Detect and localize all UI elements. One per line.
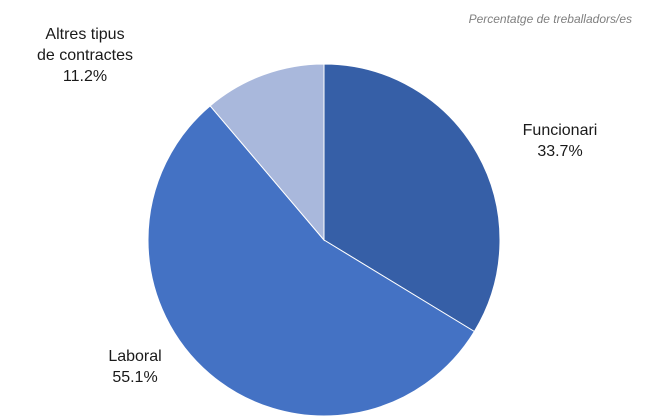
slice-name-altres-line1: Altres tipus [45, 26, 125, 43]
slice-name-laboral: Laboral [108, 348, 162, 365]
chart-note: Percentatge de treballadors/es [468, 12, 632, 26]
slice-value-laboral: 55.1% [112, 369, 158, 386]
pie-slice-laboral [147, 105, 476, 416]
slice-label-altres: Altres tipus de contractes 11.2% [10, 24, 160, 87]
pie-slice-altres [209, 63, 325, 242]
slice-value-altres: 11.2% [62, 68, 108, 85]
slice-label-funcionari: Funcionari 33.7% [495, 120, 625, 162]
pie-slice-funcionari [323, 63, 501, 333]
slice-name-funcionari: Funcionari [522, 122, 598, 139]
slice-name-altres-line2: de contractes [36, 47, 134, 64]
slice-label-laboral: Laboral 55.1% [70, 346, 200, 388]
slice-value-funcionari: 33.7% [537, 143, 583, 160]
